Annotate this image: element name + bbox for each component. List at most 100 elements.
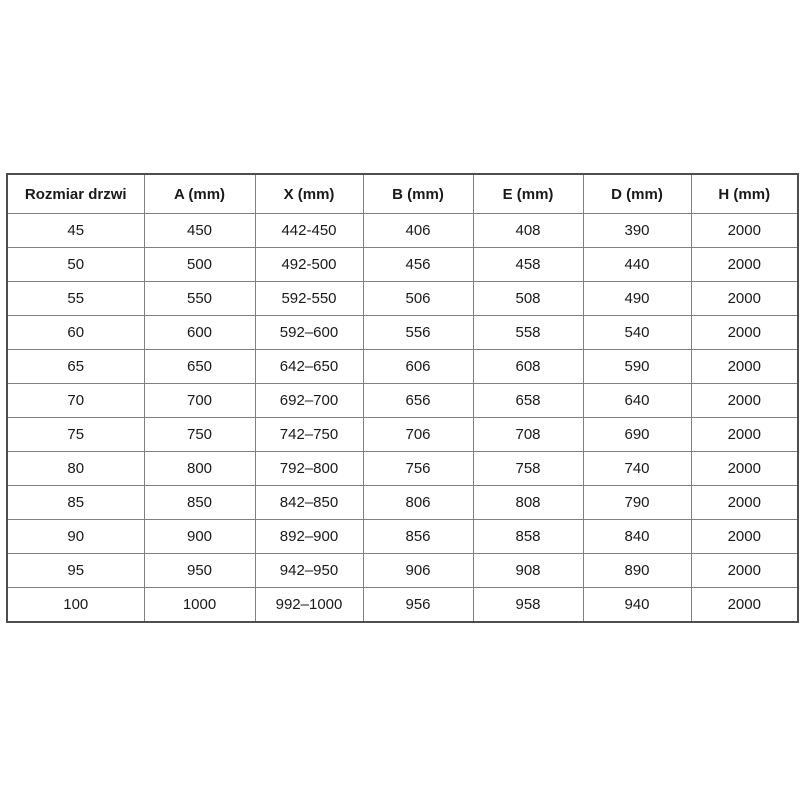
table-cell: 900 — [143, 519, 256, 554]
table-cell: 556 — [362, 315, 474, 350]
table-cell: 508 — [472, 281, 584, 316]
table-cell: 75 — [6, 417, 145, 452]
table-cell: 2000 — [690, 315, 799, 350]
table-cell: 892–900 — [254, 519, 364, 554]
table-cell: 85 — [6, 485, 145, 520]
table-cell: 756 — [362, 451, 474, 486]
table-cell: 606 — [362, 349, 474, 384]
table-cell: 2000 — [690, 247, 799, 282]
table-cell: 50 — [6, 247, 145, 282]
table-cell: 906 — [362, 553, 474, 588]
table-cell: 590 — [582, 349, 692, 384]
table-cell: 740 — [582, 451, 692, 486]
table-cell: 840 — [582, 519, 692, 554]
table-cell: 540 — [582, 315, 692, 350]
table-cell: 908 — [472, 553, 584, 588]
table-cell: 706 — [362, 417, 474, 452]
table-row: 50 500 492-500 456 458 440 2000 — [6, 247, 799, 282]
table-cell: 80 — [6, 451, 145, 486]
table-cell: 608 — [472, 349, 584, 384]
table-row: 90 900 892–900 856 858 840 2000 — [6, 519, 799, 554]
table-cell: 650 — [143, 349, 256, 384]
table-cell: 442-450 — [254, 213, 364, 248]
column-header-d-mm: D (mm) — [582, 173, 692, 214]
table-cell: 406 — [362, 213, 474, 248]
size-table-body: 45 450 442-450 406 408 390 2000 50 500 492-500 456… — [6, 213, 799, 623]
table-cell: 440 — [582, 247, 692, 282]
table-cell: 558 — [472, 315, 584, 350]
table-cell: 45 — [6, 213, 145, 248]
table-cell: 550 — [143, 281, 256, 316]
table-cell: 90 — [6, 519, 145, 554]
table-cell: 100 — [6, 587, 145, 623]
table-cell: 2000 — [690, 519, 799, 554]
table-cell: 858 — [472, 519, 584, 554]
table-cell: 890 — [582, 553, 692, 588]
table-cell: 958 — [472, 587, 584, 623]
table-cell: 940 — [582, 587, 692, 623]
column-header-a-mm: A (mm) — [143, 173, 256, 214]
table-cell: 2000 — [690, 281, 799, 316]
table-cell: 60 — [6, 315, 145, 350]
table-cell: 656 — [362, 383, 474, 418]
table-cell: 790 — [582, 485, 692, 520]
table-row: 85 850 842–850 806 808 790 2000 — [6, 485, 799, 520]
table-row: 95 950 942–950 906 908 890 2000 — [6, 553, 799, 588]
table-cell: 742–750 — [254, 417, 364, 452]
table-row: 75 750 742–750 706 708 690 2000 — [6, 417, 799, 452]
table-cell: 2000 — [690, 587, 799, 623]
table-row: 55 550 592-550 506 508 490 2000 — [6, 281, 799, 316]
table-cell: 592-550 — [254, 281, 364, 316]
column-header-e-mm: E (mm) — [472, 173, 584, 214]
table-cell: 956 — [362, 587, 474, 623]
table-cell: 458 — [472, 247, 584, 282]
table-cell: 758 — [472, 451, 584, 486]
table-row: 100 1000 992–1000 956 958 940 2000 — [6, 587, 799, 623]
column-header-rozmiar-drzwi: Rozmiar drzwi — [6, 173, 145, 214]
table-cell: 642–650 — [254, 349, 364, 384]
table-cell: 592–600 — [254, 315, 364, 350]
table-cell: 456 — [362, 247, 474, 282]
table-cell: 658 — [472, 383, 584, 418]
table-cell: 390 — [582, 213, 692, 248]
table-cell: 2000 — [690, 417, 799, 452]
table-cell: 842–850 — [254, 485, 364, 520]
table-cell: 490 — [582, 281, 692, 316]
table-cell: 690 — [582, 417, 692, 452]
table-row: 70 700 692–700 656 658 640 2000 — [6, 383, 799, 418]
table-cell: 942–950 — [254, 553, 364, 588]
table-cell: 506 — [362, 281, 474, 316]
table-cell: 70 — [6, 383, 145, 418]
table-header-row: Rozmiar drzwi A (mm) X (mm) B (mm) E (mm) D (… — [6, 173, 799, 214]
table-cell: 800 — [143, 451, 256, 486]
table-cell: 2000 — [690, 451, 799, 486]
table-cell: 950 — [143, 553, 256, 588]
table-cell: 492-500 — [254, 247, 364, 282]
table-cell: 850 — [143, 485, 256, 520]
column-header-b-mm: B (mm) — [362, 173, 474, 214]
table-cell: 750 — [143, 417, 256, 452]
table-row: 80 800 792–800 756 758 740 2000 — [6, 451, 799, 486]
table-cell: 640 — [582, 383, 692, 418]
table-row: 60 600 592–600 556 558 540 2000 — [6, 315, 799, 350]
table-cell: 408 — [472, 213, 584, 248]
table-cell: 808 — [472, 485, 584, 520]
table-cell: 65 — [6, 349, 145, 384]
table-cell: 992–1000 — [254, 587, 364, 623]
table-cell: 2000 — [690, 553, 799, 588]
column-header-h-mm: H (mm) — [690, 173, 799, 214]
table-row: 65 650 642–650 606 608 590 2000 — [6, 349, 799, 384]
table-cell: 2000 — [690, 485, 799, 520]
table-row: 45 450 442-450 406 408 390 2000 — [6, 213, 799, 248]
table-cell: 2000 — [690, 213, 799, 248]
table-cell: 792–800 — [254, 451, 364, 486]
table-cell: 2000 — [690, 349, 799, 384]
table-cell: 600 — [143, 315, 256, 350]
table-cell: 692–700 — [254, 383, 364, 418]
table-cell: 700 — [143, 383, 256, 418]
table-cell: 856 — [362, 519, 474, 554]
size-table: Rozmiar drzwi A (mm) X (mm) B (mm) E (mm) D (… — [6, 173, 799, 623]
table-cell: 806 — [362, 485, 474, 520]
table-cell: 1000 — [143, 587, 256, 623]
